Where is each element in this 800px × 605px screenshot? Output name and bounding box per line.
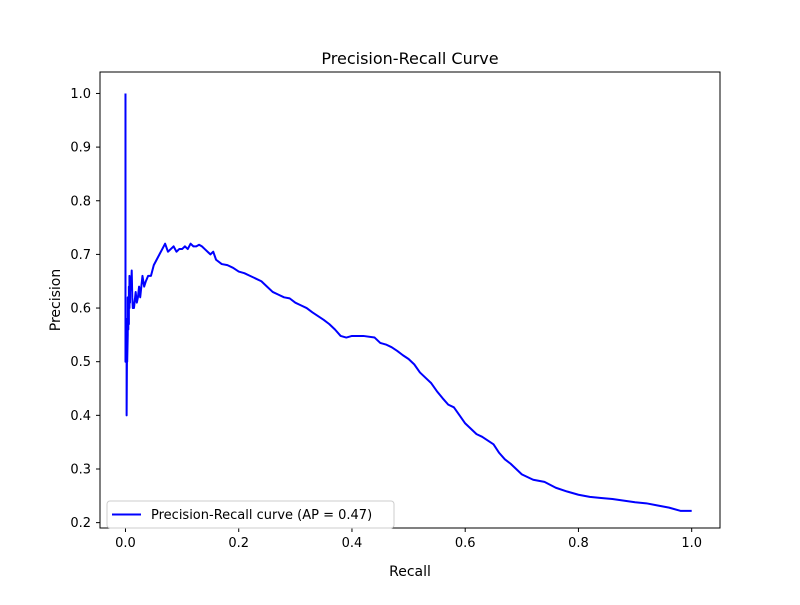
x-tick-label: 0.0: [115, 536, 136, 551]
legend: Precision-Recall curve (AP = 0.47): [106, 500, 395, 529]
plot-area-frame: [99, 71, 721, 529]
x-tick-label: 1.0: [681, 536, 702, 551]
x-tick-label: 0.6: [455, 536, 476, 551]
y-tick-label: 0.7: [70, 248, 91, 263]
x-tick-label: 0.8: [568, 536, 589, 551]
x-axis-ticks: 0.0 0.2 0.4 0.6 0.8 1.0: [115, 528, 702, 551]
legend-box: [106, 500, 395, 529]
x-axis-label: Recall: [389, 564, 431, 580]
legend-label: Precision-Recall curve (AP = 0.47): [151, 508, 372, 523]
chart-title: Precision-Recall Curve: [321, 49, 498, 68]
y-tick-label: 0.2: [70, 516, 91, 531]
y-tick-label: 0.9: [70, 141, 91, 156]
x-tick-label: 0.2: [228, 536, 249, 551]
x-tick-label: 0.4: [342, 536, 363, 551]
y-tick-label: 1.0: [70, 87, 91, 102]
y-axis-ticks: 0.2 0.3 0.4 0.5 0.6 0.7 0.8 0.9 1.0: [70, 87, 100, 531]
y-axis-label: Precision: [48, 269, 64, 331]
y-tick-label: 0.5: [70, 355, 91, 370]
series-layer: [124, 93, 692, 512]
precision-recall-series-line: [124, 93, 692, 512]
y-tick-label: 0.8: [70, 194, 91, 209]
y-tick-label: 0.3: [70, 462, 91, 477]
y-tick-label: 0.6: [70, 302, 91, 317]
y-tick-label: 0.4: [70, 409, 91, 424]
